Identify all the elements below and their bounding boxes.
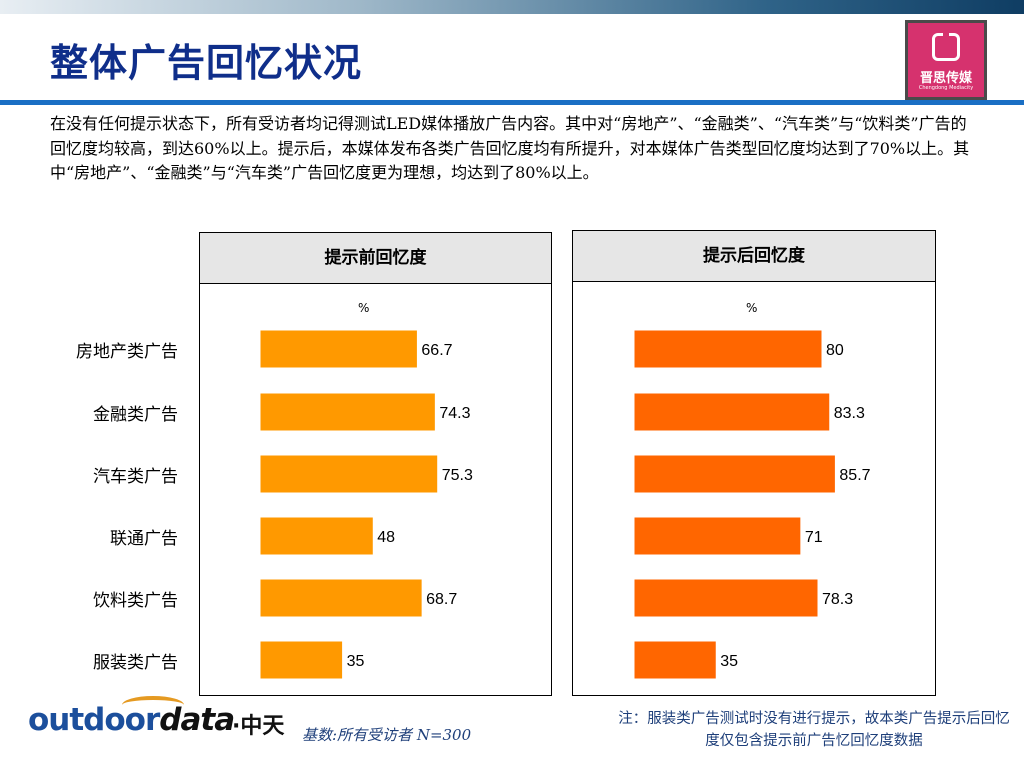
bar-value-label: 35 [720, 653, 738, 670]
bar [633, 516, 802, 556]
bar-value-label: 35 [347, 653, 365, 670]
brand-mark-icon [932, 33, 960, 61]
bar [259, 329, 418, 369]
bar [633, 329, 823, 369]
bar [259, 454, 439, 494]
bar [633, 454, 836, 494]
footnote: 注：服装类广告测试时没有进行提示，故本类广告提示后回忆度仅包含提示前广告忆回忆度… [618, 711, 1010, 749]
category-label: 金融类广告 [93, 405, 178, 425]
bar-value-label: 66.7 [421, 342, 452, 359]
bar-chart-before-prompt: 66.7 74.3 75.3 48 68.7 35 [259, 329, 473, 680]
bar-value-label: 74.3 [439, 405, 470, 422]
category-label: 饮料类广告 [93, 591, 178, 611]
bar-value-label: 83.3 [834, 405, 865, 422]
intro-paragraph: 在没有任何提示状态下，所有受访者均记得测试LED媒体播放广告内容。其中对“房地产… [50, 114, 970, 182]
bar [259, 516, 374, 556]
unit-label-after: % [746, 301, 758, 315]
chart-panel-before-prompt: 提示前回忆度 % 66.7 74.3 75.3 48 68.7 35 [199, 232, 552, 696]
base-note: 基数:所有受访者 N=300 [302, 726, 472, 744]
title-divider [0, 100, 1024, 105]
unit-label-before: % [358, 301, 370, 315]
category-label: 房地产类广告 [76, 342, 178, 362]
bar [259, 640, 344, 680]
company-logo: outdoordata [28, 702, 235, 738]
bar [633, 392, 831, 432]
page-title: 整体广告回忆状况 [50, 41, 363, 85]
brand-logo-subtext: Chengdong Mediacity [918, 85, 974, 91]
company-logo-cn: ·中天 [232, 714, 285, 739]
chart-title-after-prompt: 提示后回忆度 [573, 231, 935, 282]
bar [259, 392, 436, 432]
bar [633, 640, 717, 680]
company-logo-data: data [159, 702, 235, 738]
bar-value-label: 68.7 [426, 591, 457, 608]
bar-value-label: 71 [805, 529, 823, 546]
brand-logo: 晋思传媒 Chengdong Mediacity [905, 20, 987, 100]
bar [633, 578, 819, 618]
bar [259, 578, 423, 618]
bar-value-label: 75.3 [442, 467, 473, 484]
chart-title-before-prompt: 提示前回忆度 [200, 233, 551, 284]
company-logo-outdoor: outdoor [28, 702, 160, 738]
category-label: 联通广告 [110, 529, 178, 549]
company-logo-swoosh-icon [122, 696, 184, 714]
bar-value-label: 78.3 [822, 591, 853, 608]
bar-value-label: 80 [826, 342, 844, 359]
category-label: 服装类广告 [93, 653, 178, 673]
bar-value-label: 85.7 [839, 467, 870, 484]
bar-value-label: 48 [377, 529, 395, 546]
category-label: 汽车类广告 [93, 467, 178, 487]
top-banner [0, 0, 1024, 14]
chart-panel-after-prompt: 提示后回忆度 % 80 83.3 85.7 71 78.3 35 [572, 230, 936, 696]
brand-logo-text: 晋思传媒 [919, 71, 972, 86]
bar-chart-after-prompt: 80 83.3 85.7 71 78.3 35 [633, 329, 871, 680]
